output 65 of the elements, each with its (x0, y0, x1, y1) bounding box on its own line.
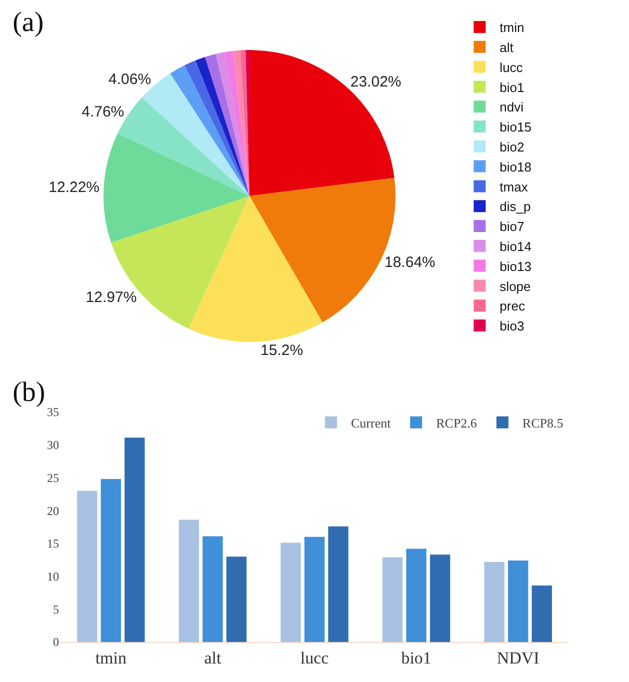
bar (382, 557, 403, 642)
data-label: 15.2% (260, 342, 304, 359)
legend-label: RCP2.6 (436, 415, 478, 430)
bar (280, 542, 301, 642)
y-tick-label: 5 (53, 602, 59, 616)
legend-label: Current (351, 415, 392, 430)
legend-label: bio7 (500, 219, 524, 234)
bar (430, 554, 450, 642)
x-tick-label: alt (204, 648, 222, 668)
legend-label: lucc (500, 60, 524, 75)
pie-slice (184, 60, 250, 196)
legend-label: bio1 (500, 80, 524, 95)
bar (406, 548, 426, 642)
bar (202, 536, 223, 642)
bar (100, 479, 121, 642)
pie-slice (196, 56, 250, 196)
bar (484, 562, 504, 642)
y-tick-label: 30 (47, 438, 59, 452)
y-tick-label: 20 (47, 504, 59, 518)
bar (508, 560, 528, 642)
legend-label: tmax (500, 179, 528, 194)
x-tick-label: NDVI (496, 648, 540, 668)
pie-slice (104, 133, 250, 243)
legend-label: bio18 (500, 159, 532, 174)
legend-label: alt (500, 40, 514, 55)
y-tick-label: 0 (53, 635, 59, 650)
x-tick-label: bio1 (401, 648, 432, 668)
chart-title: (a) (12, 6, 44, 38)
bar (328, 526, 348, 642)
y-tick-label: 35 (47, 405, 59, 420)
chart-title: (b) (12, 376, 46, 408)
y-tick-label: 15 (47, 536, 59, 551)
y-tick-label: 10 (47, 569, 59, 584)
legend-label: bio2 (500, 139, 524, 154)
data-label: 12.22% (48, 178, 100, 196)
bar (226, 556, 247, 642)
legend-label: bio15 (500, 120, 532, 135)
legend-label: RCP8.5 (522, 415, 564, 430)
bar (532, 585, 552, 642)
data-label: 12.97% (86, 288, 137, 306)
pie-slice (170, 65, 250, 196)
x-tick-label: lucc (300, 648, 330, 668)
legend-label: tmin (500, 20, 524, 36)
bar (124, 438, 145, 642)
data-label: 23.02% (350, 73, 402, 90)
legend-label: slope (500, 278, 531, 294)
pie-slice (232, 50, 250, 196)
legend-label: bio14 (500, 238, 532, 254)
bar (178, 520, 200, 642)
legend-label: bio13 (500, 258, 532, 274)
pie-slice (204, 54, 250, 196)
pie-slice (188, 196, 323, 342)
data-label: 18.64% (384, 254, 436, 272)
legend-label: dis_p (500, 199, 531, 214)
legend-label: ndvi (500, 100, 524, 115)
bar (304, 536, 325, 642)
bar (77, 490, 98, 642)
x-tick-label: tmin (95, 648, 127, 668)
data-label: 4.76% (82, 103, 124, 120)
y-tick-label: 25 (47, 470, 59, 485)
data-label: 4.06% (108, 70, 152, 88)
legend-label: prec (500, 298, 526, 314)
pie-slice (224, 50, 250, 196)
pie-slice (216, 52, 250, 196)
legend-label: bio3 (500, 318, 524, 334)
